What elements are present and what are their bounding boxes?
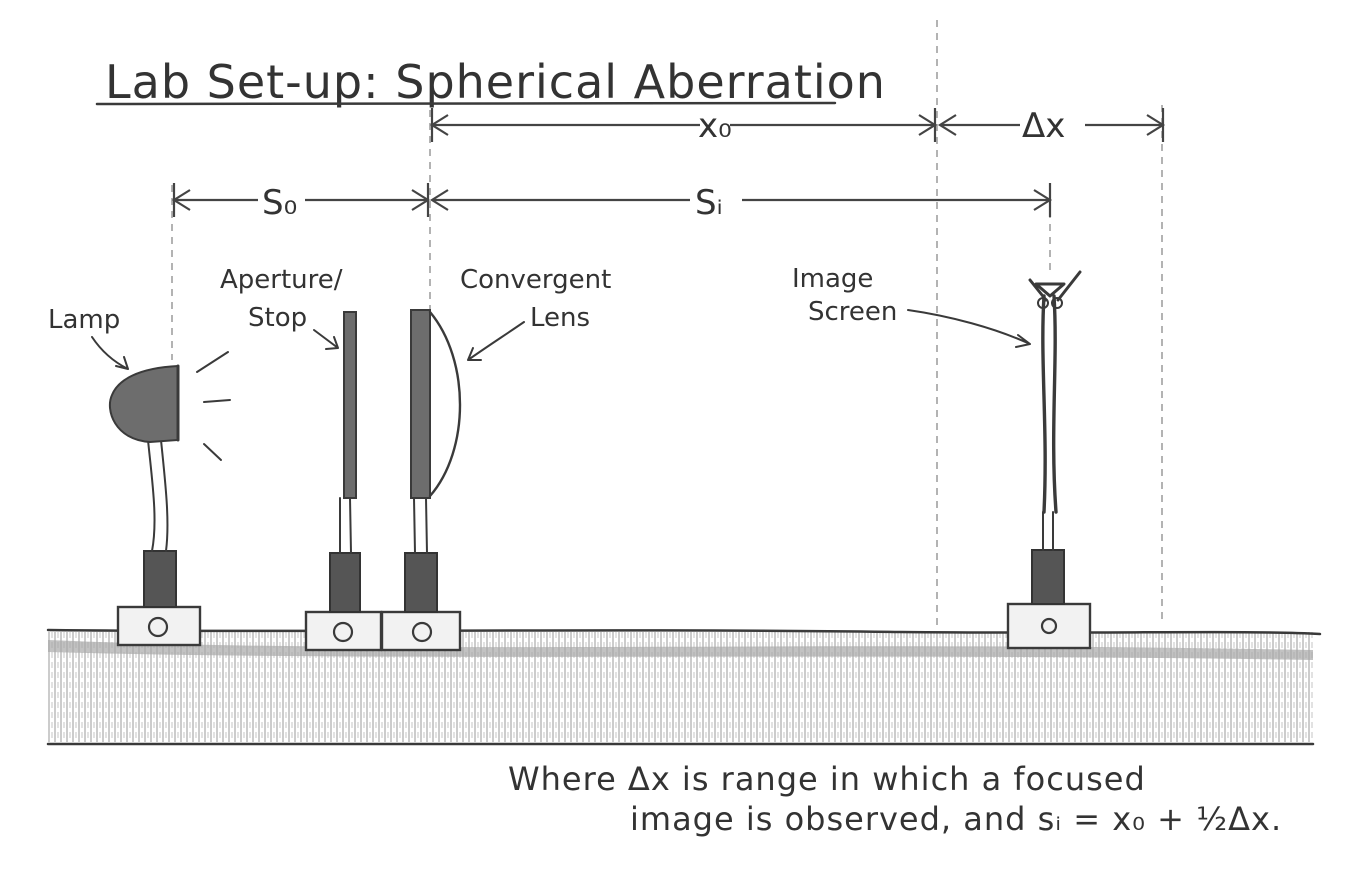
screen-pointer-arrow	[907, 309, 1031, 348]
caption-line2: image is observed, and sᵢ = x₀ + ½Δx.	[630, 800, 1282, 838]
caption-line1: Where Δx is range in which a focused	[508, 760, 1146, 798]
lamp-base	[116, 605, 202, 647]
convergent-lens	[380, 309, 462, 652]
lamp-pointer-arrow	[91, 336, 129, 370]
lamp-base-knob	[147, 616, 169, 638]
x0-label: x₀	[698, 106, 732, 146]
dimension-x0: x₀	[429, 106, 938, 146]
screen-post-holder	[1031, 549, 1065, 605]
screen-base	[1006, 602, 1092, 650]
image-screen	[1006, 270, 1092, 650]
screen-clamp	[1028, 270, 1082, 302]
aperture-label-line2: Stop	[248, 303, 307, 333]
delta-x-label: Δx	[1022, 106, 1065, 146]
dimension-s0: S₀	[171, 183, 431, 223]
screen-base-knob	[1040, 617, 1058, 635]
lamp-head	[108, 364, 179, 444]
lens-frame	[410, 309, 431, 499]
aperture-pointer-arrow	[313, 329, 339, 350]
aperture-base	[304, 610, 383, 652]
aperture-base-knob	[332, 621, 354, 643]
lamp-stem	[147, 439, 169, 552]
lens-stem	[413, 497, 428, 554]
lens-curved-surface	[428, 310, 462, 498]
lens-post-holder	[404, 552, 438, 613]
screen-label-line2: Screen	[808, 297, 897, 327]
aperture-stem	[339, 497, 352, 554]
table-surface	[46, 628, 1322, 746]
lens-label-line2: Lens	[530, 303, 590, 333]
screen-panel	[1041, 294, 1058, 514]
dimension-si: Sᵢ	[429, 183, 1053, 223]
screen-label-line1: Image	[792, 264, 873, 294]
lamp-label: Lamp	[48, 305, 120, 335]
lens-base-knob	[411, 621, 433, 643]
guide-lines	[171, 20, 1163, 625]
lens-base	[380, 610, 462, 652]
title-underline	[95, 101, 837, 106]
aperture-label-line1: Aperture/	[220, 265, 343, 295]
lens-label-line1: Convergent	[460, 265, 611, 295]
s0-label: S₀	[262, 183, 297, 223]
lamp-light-rays	[196, 351, 231, 461]
lamp	[108, 351, 231, 647]
lamp-post-holder	[143, 550, 177, 608]
aperture-plate	[343, 311, 357, 499]
aperture-post-holder	[329, 552, 361, 613]
title: Lab Set-up: Spherical Aberration	[105, 55, 886, 109]
lens-pointer-arrow	[467, 321, 525, 361]
dimension-delta-x: Δx	[937, 106, 1166, 146]
si-label: Sᵢ	[695, 183, 723, 223]
aperture-stop	[304, 311, 383, 652]
screen-stem	[1042, 511, 1054, 551]
